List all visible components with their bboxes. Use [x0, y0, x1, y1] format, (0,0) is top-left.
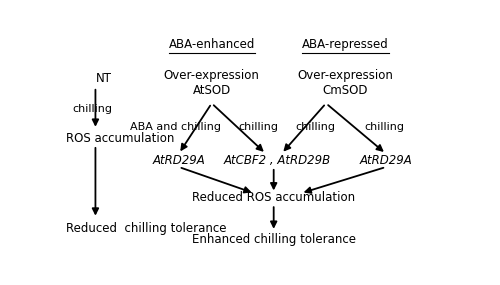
- Text: Reduced  chilling tolerance: Reduced chilling tolerance: [66, 222, 227, 235]
- Text: AtCBF2 , AtRD29B: AtCBF2 , AtRD29B: [224, 154, 331, 167]
- Text: AtRD29A: AtRD29A: [360, 154, 412, 167]
- Text: Over-expression: Over-expression: [298, 69, 394, 82]
- Text: ABA-enhanced: ABA-enhanced: [168, 38, 255, 50]
- Text: Reduced ROS accumulation: Reduced ROS accumulation: [192, 191, 355, 204]
- Text: NT: NT: [96, 72, 112, 85]
- Text: chilling: chilling: [239, 123, 279, 133]
- Text: ABA and chilling: ABA and chilling: [130, 123, 222, 133]
- Text: CmSOD: CmSOD: [322, 84, 368, 97]
- Text: AtRD29A: AtRD29A: [152, 154, 205, 167]
- Text: chilling: chilling: [295, 123, 335, 133]
- Text: Over-expression: Over-expression: [164, 69, 260, 82]
- Text: ROS accumulation: ROS accumulation: [66, 132, 175, 145]
- Text: ABA-repressed: ABA-repressed: [302, 38, 389, 50]
- Text: AtSOD: AtSOD: [192, 84, 231, 97]
- Text: chilling: chilling: [365, 123, 405, 133]
- Text: chilling: chilling: [72, 104, 112, 114]
- Text: Enhanced chilling tolerance: Enhanced chilling tolerance: [192, 233, 356, 246]
